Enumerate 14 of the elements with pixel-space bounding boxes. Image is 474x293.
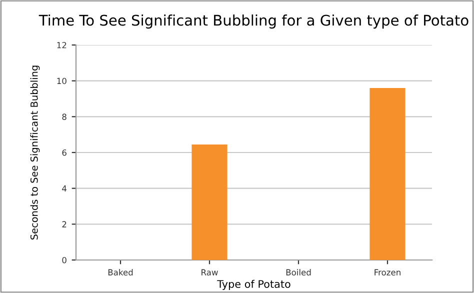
x-axis-title: Type of Potato <box>217 280 290 290</box>
y-axis-title: Seconds to See Significant Bubbling <box>30 66 40 240</box>
chart-title: Time To See Significant Bubbling for a Given type of Potato <box>38 14 468 29</box>
x-tick-label: Boiled <box>286 269 311 276</box>
y-tick-label: 0 <box>62 256 66 264</box>
y-tick-label: 2 <box>62 221 66 228</box>
y-tick-label: 8 <box>62 114 66 120</box>
x-tick-label: Baked <box>108 269 133 276</box>
y-tick-label: 10 <box>57 78 66 84</box>
y-tick-label: 12 <box>57 42 66 48</box>
y-tick-label: 6 <box>62 149 66 156</box>
y-tick-label: 4 <box>62 185 67 192</box>
x-tick-label: Raw <box>202 269 218 276</box>
x-tick-label: Frozen <box>374 269 400 276</box>
